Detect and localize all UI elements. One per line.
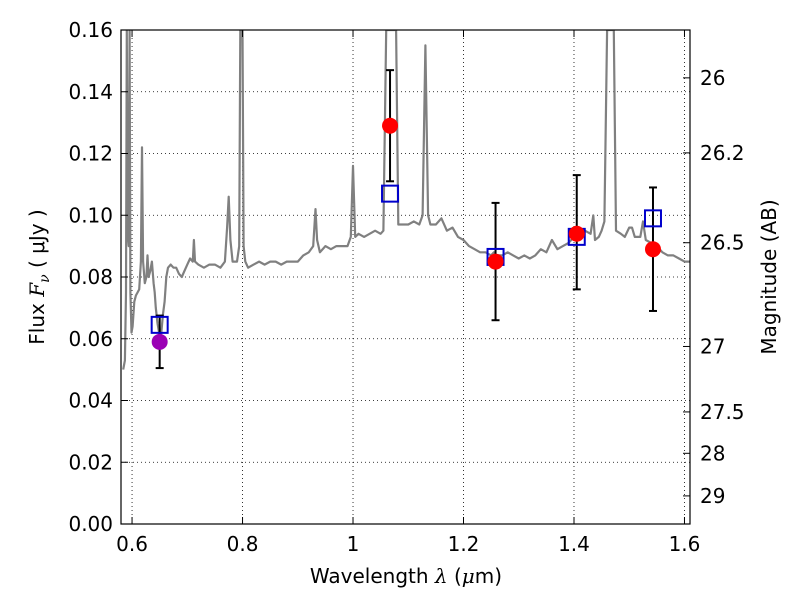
model-point-square [381, 184, 400, 203]
x-axis-title: Wavelength λ (μm) [310, 564, 502, 588]
observed-point [568, 225, 585, 242]
x-tick-label: 1.6 [669, 532, 701, 556]
y-tick-label: 0.04 [68, 389, 113, 413]
y-axis: 0.00 0.02 0.04 0.06 0.08 0.10 0.12 0.14 0.16 [68, 18, 128, 536]
y-tick-label: 0.02 [68, 450, 113, 474]
x-axis: 0.6 0.8 1 1.2 1.4 1.6 [116, 30, 700, 556]
y2-axis-title: Magnitude (AB) [757, 199, 781, 354]
plot-area [122, 30, 690, 370]
x-tick-label: 1.2 [448, 532, 480, 556]
y2-axis: 26 26.2 26.5 27 27.5 28 29 [683, 66, 745, 508]
y-tick-label: 0.14 [68, 80, 113, 104]
y2-tick-label: 27 [700, 334, 725, 358]
y-tick-label: 0.10 [68, 203, 113, 227]
spectrum-line [122, 30, 690, 370]
grid-lines [121, 30, 690, 524]
y2-tick-label: 26.5 [700, 231, 745, 255]
y2-tick-label: 27.5 [700, 400, 745, 424]
y2-tick-label: 28 [700, 441, 725, 465]
y-tick-label: 0.00 [68, 512, 113, 536]
y-tick-label: 0.08 [68, 265, 113, 289]
observed-points [151, 117, 661, 350]
y-tick-label: 0.06 [68, 327, 113, 351]
y-axis-title: Flux Fν ( μJy ) [25, 209, 53, 344]
y2-tick-label: 29 [700, 484, 725, 508]
observed-point [151, 333, 168, 350]
x-tick-label: 1 [347, 532, 360, 556]
y2-tick-label: 26 [700, 66, 725, 90]
x-tick-label: 0.6 [116, 532, 148, 556]
model-point-square [643, 209, 662, 228]
observed-point [644, 241, 661, 258]
y-tick-label: 0.12 [68, 142, 113, 166]
x-tick-label: 1.4 [558, 532, 590, 556]
observed-point [382, 117, 399, 134]
error-bars [155, 69, 657, 370]
y-tick-label: 0.16 [68, 18, 113, 42]
observed-point [487, 253, 504, 270]
y2-tick-label: 26.2 [700, 141, 745, 165]
x-tick-label: 0.8 [227, 532, 259, 556]
model-point-square [150, 315, 169, 334]
